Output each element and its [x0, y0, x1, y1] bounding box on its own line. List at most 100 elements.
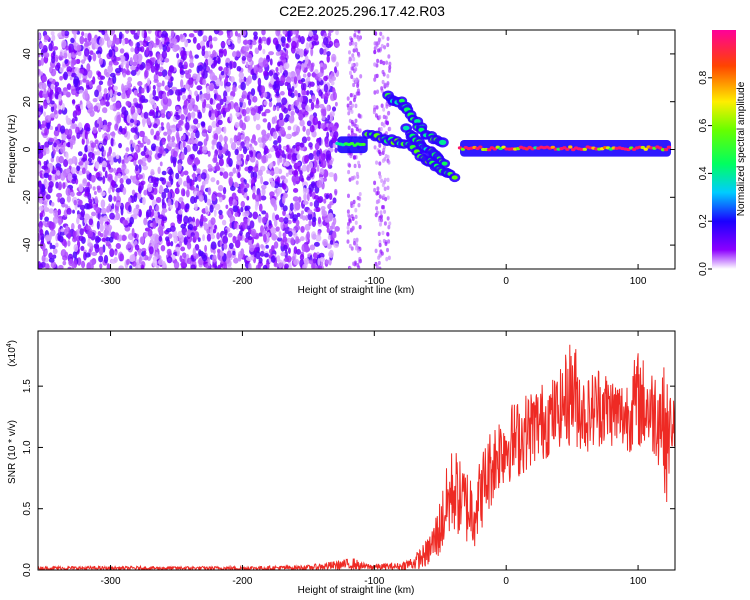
noise-cell [98, 80, 104, 86]
noise-cell [174, 200, 179, 209]
noise-cell [96, 220, 100, 230]
noise-cell [207, 164, 213, 169]
noise-cell [333, 242, 339, 248]
noise-cell [288, 230, 293, 237]
noise-cell [319, 167, 325, 176]
noise-cell [352, 48, 356, 53]
noise-cell [225, 81, 231, 87]
noise-cell [350, 176, 354, 181]
noise-cell [53, 129, 60, 137]
noise-cell [249, 243, 255, 253]
noise-cell [52, 50, 56, 57]
noise-cell [130, 105, 136, 115]
noise-cell [158, 235, 163, 242]
noise-cell [257, 215, 263, 224]
noise-cell [69, 76, 73, 81]
noise-cell [210, 217, 216, 226]
noise-cell [144, 69, 149, 79]
noise-cell [130, 65, 137, 71]
noise-cell [352, 82, 356, 88]
noise-cell [214, 108, 218, 118]
noise-cell [172, 150, 178, 158]
noise-cell [262, 48, 266, 55]
snr-y-ticks: 0.0 0.5 1.0 1.5 [22, 379, 675, 577]
noise-cell [73, 76, 80, 85]
feature-cell [501, 145, 506, 149]
noise-cell [83, 218, 88, 224]
noise-cell [152, 89, 157, 97]
noise-cell [197, 174, 202, 183]
noise-cell [126, 260, 129, 266]
noise-cell [311, 40, 317, 46]
noise-cell [50, 83, 55, 90]
noise-cell [114, 37, 121, 45]
noise-cell [85, 225, 91, 231]
noise-cell [164, 57, 170, 63]
noise-cell [89, 259, 96, 266]
noise-cell [43, 163, 49, 172]
noise-cell [232, 250, 236, 256]
noise-cell [51, 34, 56, 42]
noise-cell [39, 43, 44, 49]
noise-cell [199, 40, 205, 47]
noise-cell [289, 264, 293, 269]
noise-cell [291, 40, 297, 50]
noise-cell [40, 236, 45, 245]
noise-cell [347, 221, 351, 227]
noise-cell [45, 148, 50, 155]
noise-cell [294, 202, 301, 211]
noise-cell [122, 187, 127, 195]
noise-cell [310, 167, 317, 174]
noise-cell [307, 212, 313, 221]
noise-cell [194, 244, 200, 251]
noise-cell [354, 103, 358, 109]
y-tick-label: -20 [22, 190, 33, 205]
noise-cell [202, 35, 208, 40]
noise-cell [275, 124, 279, 132]
noise-cell [81, 138, 85, 145]
noise-cell [286, 30, 291, 37]
noise-cell [72, 251, 78, 259]
noise-cell [286, 148, 293, 154]
noise-cell [161, 208, 168, 213]
noise-cell [378, 239, 382, 245]
noise-cell [139, 236, 145, 245]
noise-cell [274, 145, 279, 152]
noise-cell [43, 172, 50, 179]
noise-cell [308, 30, 314, 37]
feature-cell [441, 161, 448, 166]
snr-x-label: Height of straight line (km) [298, 585, 415, 596]
noise-cell [143, 189, 148, 196]
noise-cell [308, 161, 314, 169]
noise-cell [121, 92, 126, 100]
noise-cell [102, 149, 106, 157]
noise-cell [51, 55, 56, 64]
noise-cell [42, 93, 48, 99]
noise-cell [148, 42, 153, 52]
x-tick-label: -200 [232, 576, 252, 587]
noise-cell [180, 87, 186, 93]
noise-cell [132, 61, 138, 67]
noise-cell [53, 209, 59, 217]
noise-cell [71, 63, 74, 69]
noise-cell [43, 88, 47, 93]
noise-cell [260, 175, 264, 185]
noise-cell [194, 157, 200, 166]
noise-cell [293, 76, 298, 85]
noise-cell [193, 104, 199, 112]
noise-cell [165, 228, 172, 233]
noise-cell [207, 57, 213, 66]
noise-cell [206, 198, 212, 206]
noise-cell [192, 36, 197, 44]
noise-cell [157, 226, 164, 234]
noise-cell [93, 132, 98, 139]
noise-cell [84, 145, 88, 153]
noise-cell [103, 254, 109, 264]
noise-cell [70, 37, 75, 44]
noise-cell [387, 225, 391, 230]
noise-cell [240, 134, 245, 140]
noise-cell [296, 153, 301, 160]
noise-cell [180, 261, 187, 267]
noise-cell [373, 77, 377, 82]
